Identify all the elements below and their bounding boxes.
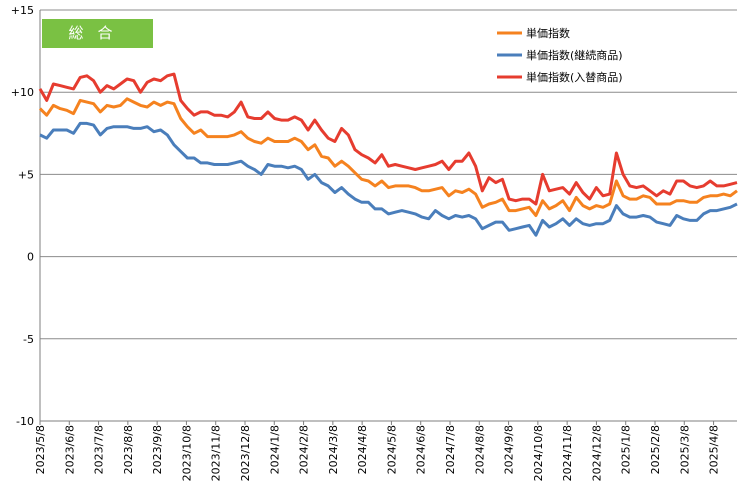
x-tick-label: 2023/10/8 <box>180 425 193 481</box>
axes <box>39 10 737 422</box>
x-tick-label: 2023/7/8 <box>93 425 106 474</box>
x-tick-label: 2024/4/8 <box>356 425 369 474</box>
y-tick-label: +15 <box>11 4 34 17</box>
legend-label: 単価指数(継続商品) <box>526 48 623 62</box>
x-tick-label: 2024/9/8 <box>503 425 516 474</box>
x-tick-label: 2024/7/8 <box>444 425 457 474</box>
y-tick-label: -5 <box>23 333 34 346</box>
y-tick-label: 0 <box>27 251 34 264</box>
series-line-2 <box>38 72 738 206</box>
x-tick-label: 2024/10/8 <box>532 425 545 481</box>
x-tick-label: 2024/5/8 <box>385 425 398 474</box>
x-axis-tick-labels: 2023/5/8 2023/6/8 2023/7/8 2023/8/8 2023/9/8… <box>34 421 721 481</box>
x-tick-label: 2025/3/8 <box>678 425 691 474</box>
x-tick-label: 2025/4/8 <box>708 425 721 474</box>
x-tick-label: 2023/9/8 <box>151 425 164 474</box>
x-tick-label: 2024/3/8 <box>327 425 340 474</box>
y-tick-label: +5 <box>18 168 34 181</box>
series-line-1 <box>39 121 738 237</box>
x-tick-label: 2024/12/8 <box>590 425 603 481</box>
x-tick-label: 2023/12/8 <box>239 425 252 481</box>
y-tick-label: +10 <box>11 86 34 99</box>
x-tick-label: 2024/8/8 <box>473 425 486 474</box>
series-line-0 <box>38 97 738 217</box>
gridlines <box>40 9 737 422</box>
legend-label: 単価指数(入替商品) <box>526 70 623 84</box>
x-tick-label: 2023/11/8 <box>210 425 223 481</box>
x-tick-label: 2025/1/8 <box>620 425 633 474</box>
x-tick-label: 2023/8/8 <box>122 425 135 474</box>
x-tick-label: 2023/5/8 <box>34 425 47 474</box>
x-tick-label: 2024/6/8 <box>415 425 428 474</box>
x-tick-label: 2024/2/8 <box>298 425 311 474</box>
x-tick-label: 2023/6/8 <box>63 425 76 474</box>
x-tick-label: 2024/1/8 <box>268 425 281 474</box>
x-tick-label: 2024/11/8 <box>561 425 574 481</box>
x-tick-label: 2025/2/8 <box>649 425 662 474</box>
series-lines <box>38 72 738 237</box>
y-axis-tick-labels: +15 +10 +5 0 -5 -10 <box>11 4 34 428</box>
y-tick-label: -10 <box>16 415 34 428</box>
category-label-box: 総合 <box>42 19 153 48</box>
legend-label: 単価指数 <box>526 26 570 40</box>
